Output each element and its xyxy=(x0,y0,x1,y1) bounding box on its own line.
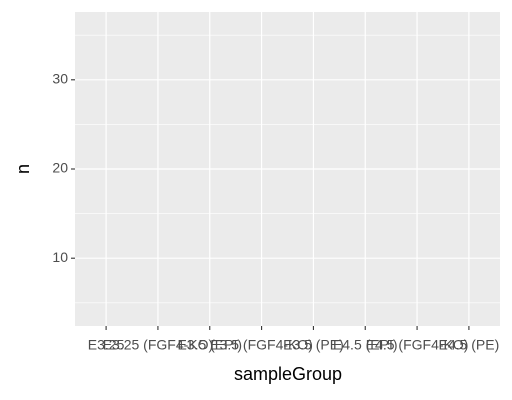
x-tick-label: E3.5 (EPI) xyxy=(177,337,242,353)
x-tick-label: E3.5 (PE) xyxy=(283,337,344,353)
x-tick-label: E4.5 (FGF4-KO) xyxy=(366,337,469,353)
x-axis-title: sampleGroup xyxy=(234,364,342,384)
y-tick-label: 30 xyxy=(52,70,68,86)
x-tick-label: E3.25 (FGF4-KO) xyxy=(103,337,213,353)
y-axis-title: n xyxy=(13,164,33,174)
x-tick-label: E3.25 xyxy=(88,337,125,353)
y-tick-label: 20 xyxy=(52,160,68,176)
y-tick-label: 10 xyxy=(52,249,68,265)
x-tick-label: E4.5 (PE) xyxy=(439,337,500,353)
x-tick-label: E3.5 (FGF4-KO) xyxy=(210,337,313,353)
x-tick-label: E4.5 (EPI) xyxy=(333,337,398,353)
